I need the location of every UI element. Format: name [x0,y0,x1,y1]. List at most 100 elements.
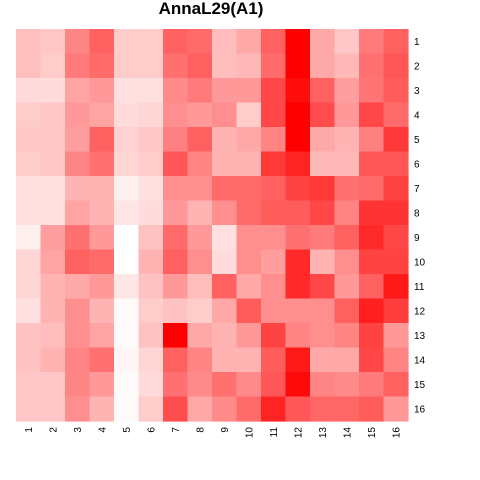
x-tick-label: 1 [24,427,35,433]
heatmap-cell-r10-c8 [187,249,213,275]
heatmap-cell-r16-c10 [236,396,262,422]
heatmap-cell-r7-c9 [212,176,238,202]
heatmap-cell-r9-c2 [40,225,66,251]
heatmap-cell-r8-c10 [236,200,262,226]
heatmap-cell-r4-c8 [187,102,213,128]
x-tick-label: 12 [293,427,304,439]
y-tick-label: 12 [414,306,426,317]
heatmap-cell-r15-c15 [359,372,385,398]
heatmap-cell-r10-c6 [138,249,164,275]
y-tick-label: 15 [414,380,426,391]
heatmap-cell-r9-c5 [114,225,140,251]
heatmap-cell-r5-c7 [163,127,189,153]
heatmap-cell-r1-c11 [261,29,287,55]
heatmap-cell-r3-c12 [285,78,311,104]
heatmap-cell-r2-c13 [310,53,336,79]
heatmap-cell-r8-c16 [383,200,409,226]
heatmap-cell-r4-c9 [212,102,238,128]
x-tick-label: 16 [391,427,402,439]
heatmap-cell-r12-c14 [334,298,360,324]
heatmap-cell-r12-c10 [236,298,262,324]
heatmap-cell-r14-c10 [236,347,262,373]
heatmap-cell-r8-c11 [261,200,287,226]
heatmap-cell-r5-c9 [212,127,238,153]
heatmap-cell-r6-c12 [285,151,311,177]
heatmap-cell-r15-c3 [65,372,91,398]
heatmap-cell-r10-c5 [114,249,140,275]
y-tick-label: 2 [414,61,420,72]
heatmap-cell-r6-c14 [334,151,360,177]
heatmap-cell-r4-c15 [359,102,385,128]
heatmap-cell-r8-c7 [163,200,189,226]
heatmap-cell-r13-c6 [138,323,164,349]
heatmap-cell-r2-c4 [89,53,115,79]
heatmap-cell-r9-c16 [383,225,409,251]
heatmap-cell-r8-c5 [114,200,140,226]
heatmap-cell-r2-c7 [163,53,189,79]
heatmap-cell-r5-c5 [114,127,140,153]
heatmap-cell-r14-c6 [138,347,164,373]
heatmap-cell-r13-c15 [359,323,385,349]
heatmap-cell-r16-c9 [212,396,238,422]
heatmap-cell-r6-c11 [261,151,287,177]
heatmap-cell-r9-c8 [187,225,213,251]
heatmap-cell-r8-c14 [334,200,360,226]
heatmap-cell-r7-c7 [163,176,189,202]
heatmap-cell-r4-c12 [285,102,311,128]
heatmap-cell-r3-c10 [236,78,262,104]
heatmap-cell-r6-c15 [359,151,385,177]
heatmap-cell-r16-c14 [334,396,360,422]
heatmap-cell-r3-c15 [359,78,385,104]
heatmap-cell-r13-c4 [89,323,115,349]
heatmap-cell-r9-c3 [65,225,91,251]
heatmap-cell-r7-c8 [187,176,213,202]
heatmap-cell-r10-c15 [359,249,385,275]
heatmap-cell-r11-c3 [65,274,91,300]
heatmap-cell-r1-c3 [65,29,91,55]
heatmap-cell-r8-c2 [40,200,66,226]
heatmap-cell-r4-c3 [65,102,91,128]
heatmap-cell-r1-c1 [16,29,42,55]
y-tick-label: 16 [414,404,426,415]
heatmap-cell-r8-c3 [65,200,91,226]
heatmap-cells [16,29,409,422]
heatmap-cell-r10-c3 [65,249,91,275]
heatmap-cell-r10-c1 [16,249,42,275]
heatmap-cell-r1-c7 [163,29,189,55]
heatmap-cell-r13-c16 [383,323,409,349]
heatmap-cell-r13-c10 [236,323,262,349]
heatmap-cell-r11-c6 [138,274,164,300]
heatmap-cell-r3-c5 [114,78,140,104]
heatmap-cell-r10-c10 [236,249,262,275]
heatmap-cell-r11-c9 [212,274,238,300]
y-tick-label: 14 [414,355,426,366]
heatmap-cell-r8-c13 [310,200,336,226]
heatmap-cell-r3-c16 [383,78,409,104]
heatmap-cell-r11-c2 [40,274,66,300]
heatmap-cell-r3-c11 [261,78,287,104]
heatmap-cell-r3-c1 [16,78,42,104]
heatmap-cell-r5-c4 [89,127,115,153]
heatmap-cell-r2-c3 [65,53,91,79]
heatmap-cell-r3-c13 [310,78,336,104]
heatmap-cell-r11-c14 [334,274,360,300]
heatmap-cell-r15-c11 [261,372,287,398]
heatmap-cell-r1-c13 [310,29,336,55]
heatmap-cell-r14-c4 [89,347,115,373]
heatmap-cell-r8-c1 [16,200,42,226]
heatmap-cell-r16-c12 [285,396,311,422]
heatmap-cell-r10-c4 [89,249,115,275]
heatmap-cell-r11-c5 [114,274,140,300]
heatmap-cell-r10-c16 [383,249,409,275]
y-tick-label: 13 [414,331,426,342]
heatmap-cell-r11-c8 [187,274,213,300]
y-tick-label: 4 [414,110,420,121]
heatmap-cell-r9-c4 [89,225,115,251]
heatmap-cell-r8-c15 [359,200,385,226]
heatmap-cell-r5-c3 [65,127,91,153]
heatmap-cell-r1-c15 [359,29,385,55]
heatmap-cell-r15-c16 [383,372,409,398]
heatmap-cell-r1-c10 [236,29,262,55]
y-tick-label: 11 [414,282,425,293]
heatmap-cell-r11-c12 [285,274,311,300]
